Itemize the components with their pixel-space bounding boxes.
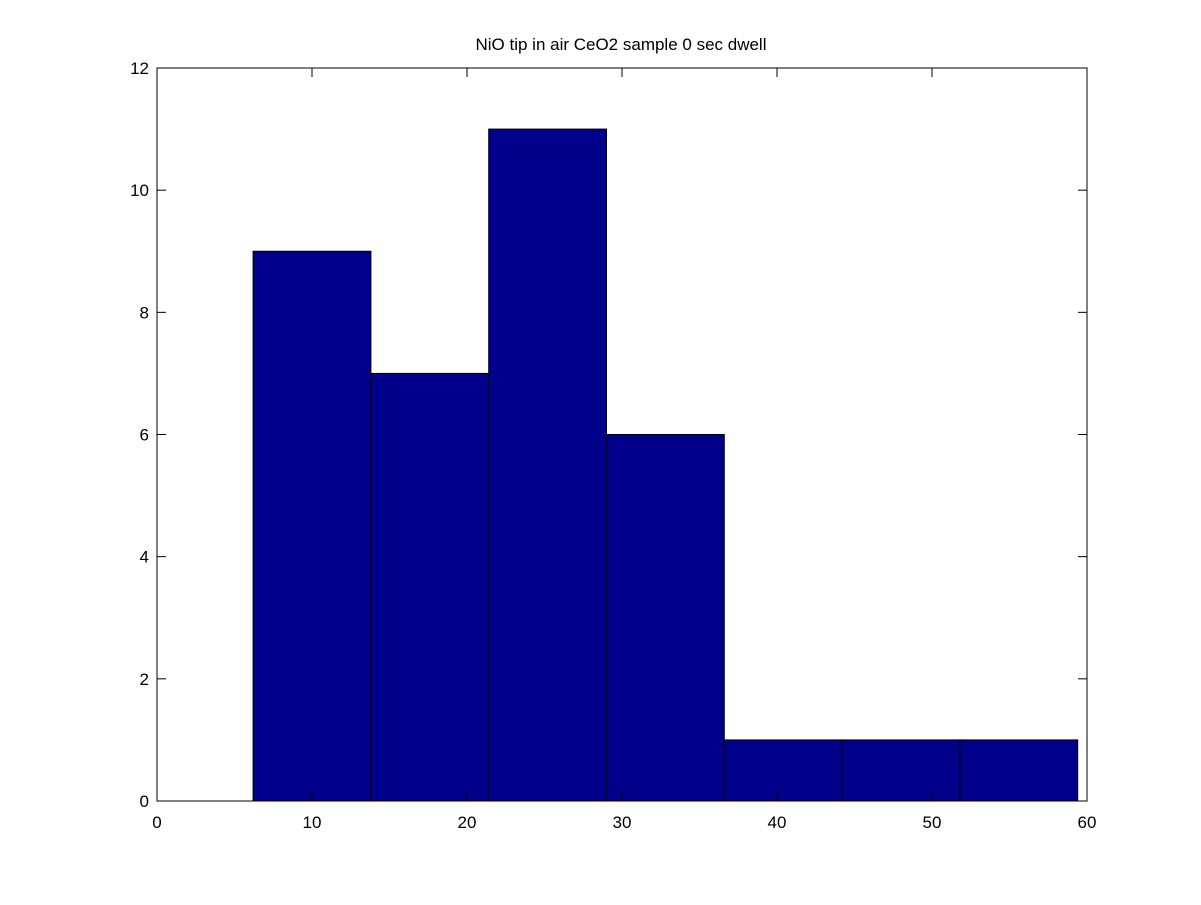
chart-title: NiO tip in air CeO2 sample 0 sec dwell xyxy=(475,35,766,54)
histogram-bar-2 xyxy=(370,372,490,802)
y-tick-label: 8 xyxy=(140,303,149,322)
x-tick-label: 30 xyxy=(613,813,632,832)
x-tick-labels: 0 10 20 30 40 50 60 xyxy=(152,813,1096,832)
bars-group xyxy=(252,128,1079,802)
x-tick-label: 0 xyxy=(152,813,161,832)
y-tick-label: 12 xyxy=(130,59,149,78)
histogram-bar-7 xyxy=(959,739,1079,802)
histogram-bar-4 xyxy=(606,434,725,802)
y-tick-label: 4 xyxy=(140,548,149,567)
x-tick-label: 60 xyxy=(1078,813,1097,832)
y-tick-labels: 0 2 4 6 8 10 12 xyxy=(130,59,149,811)
histogram-bar-3 xyxy=(488,128,608,802)
x-tick-label: 20 xyxy=(458,813,477,832)
x-tick-label: 10 xyxy=(303,813,322,832)
y-tick-label: 6 xyxy=(140,426,149,445)
y-tick-label: 2 xyxy=(140,670,149,689)
y-tick-label: 0 xyxy=(140,792,149,811)
x-tick-label: 50 xyxy=(923,813,942,832)
ticks-group xyxy=(156,67,1088,802)
histogram-bar-1 xyxy=(252,250,372,802)
histogram-bar-6 xyxy=(841,739,961,802)
y-tick-label: 10 xyxy=(130,181,149,200)
x-tick-label: 40 xyxy=(768,813,787,832)
histogram-bar-5 xyxy=(723,739,843,802)
